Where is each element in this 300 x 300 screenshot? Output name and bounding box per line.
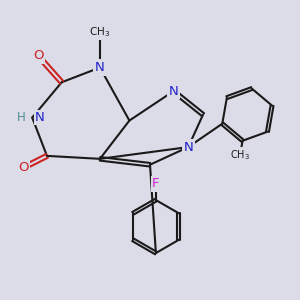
Text: O: O (18, 161, 28, 174)
Text: F: F (152, 177, 160, 190)
Text: CH$_3$: CH$_3$ (230, 148, 250, 162)
Text: H: H (17, 111, 26, 124)
Text: N: N (169, 85, 178, 98)
Text: O: O (33, 49, 44, 62)
Text: N: N (183, 141, 193, 154)
Text: N: N (35, 111, 45, 124)
Text: CH$_3$: CH$_3$ (89, 25, 111, 39)
Text: N: N (95, 61, 105, 74)
